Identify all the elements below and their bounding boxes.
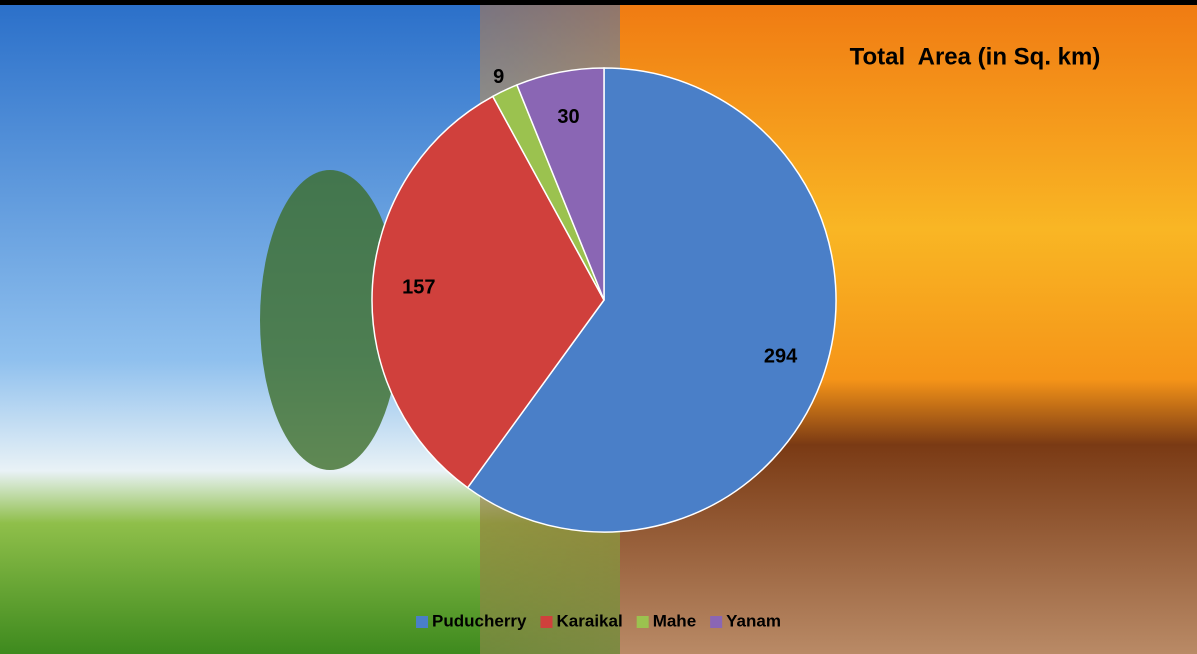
legend-label: Mahe [653, 611, 696, 630]
data-label: 157 [402, 276, 435, 298]
top-border [0, 0, 1197, 5]
legend-label: Yanam [726, 611, 781, 630]
legend: Puducherry Karaikal Mahe Yanam [416, 611, 781, 630]
data-label: 9 [493, 66, 504, 88]
legend-swatch [416, 616, 428, 628]
legend-label: Puducherry [432, 611, 527, 630]
legend-swatch [710, 616, 722, 628]
legend-swatch [637, 616, 649, 628]
chart: Total Area (in Sq. km) 294 157 9 30 Puduche… [0, 0, 1197, 654]
legend-label: Karaikal [557, 611, 623, 630]
chart-title: Total Area (in Sq. km) [850, 43, 1101, 70]
pie: 294 157 9 30 [372, 66, 836, 532]
legend-swatch [541, 616, 553, 628]
data-label: 30 [557, 106, 579, 128]
data-label: 294 [764, 346, 798, 368]
page: Total Area (in Sq. km) 294 157 9 30 Puduche… [0, 0, 1197, 654]
